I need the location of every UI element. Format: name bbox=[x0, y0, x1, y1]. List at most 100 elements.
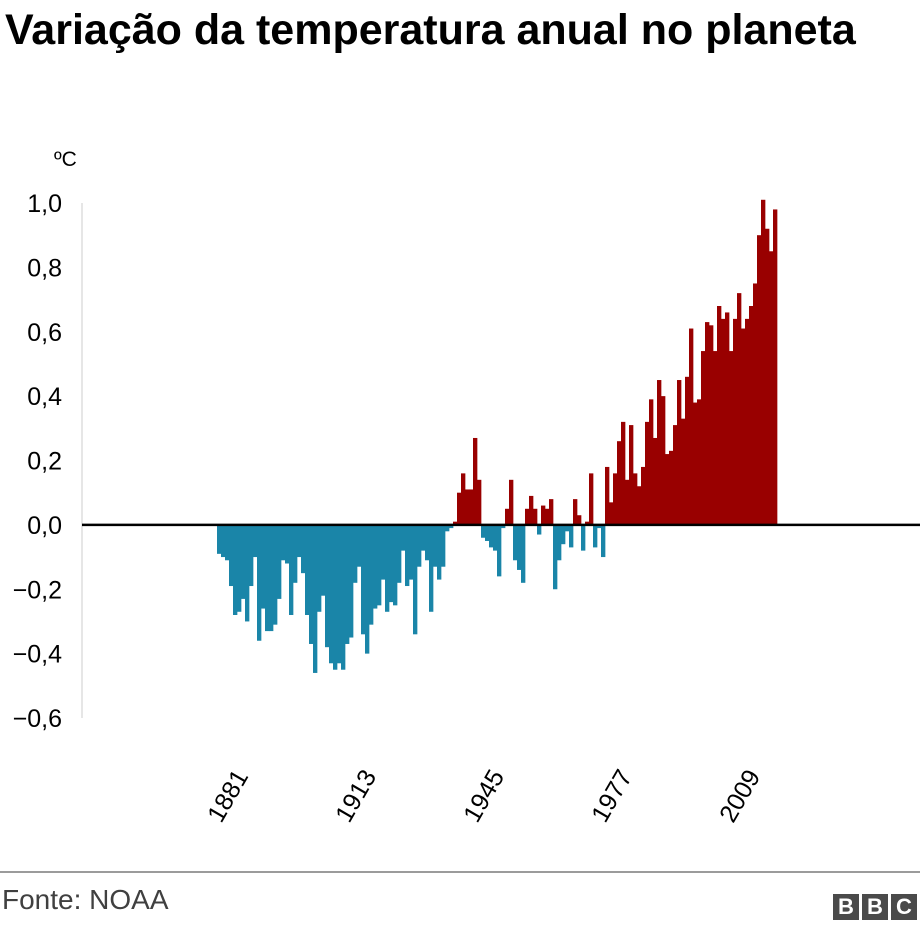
bar bbox=[501, 524, 506, 529]
bar bbox=[673, 425, 678, 525]
bar bbox=[477, 479, 482, 525]
bar bbox=[681, 418, 686, 525]
temperature-bar-chart: 1,0 0,8 0,6 0,4 0,2 0,0 −0,2 −0,4 −0,6 1881 1913 19… bbox=[13, 190, 920, 827]
bar bbox=[569, 524, 574, 548]
bar bbox=[709, 325, 714, 525]
bar bbox=[629, 425, 634, 525]
logo-letter-b1: B bbox=[833, 894, 859, 920]
bar bbox=[365, 524, 370, 654]
bar bbox=[773, 209, 778, 525]
y-tick-label: −0,4 bbox=[13, 641, 62, 669]
bar bbox=[349, 524, 354, 638]
bar bbox=[345, 524, 350, 644]
bar bbox=[509, 479, 514, 525]
bar bbox=[485, 524, 490, 541]
x-tick-label: 1881 bbox=[202, 765, 254, 827]
bar bbox=[513, 524, 518, 561]
bar bbox=[453, 521, 458, 525]
bar bbox=[465, 489, 470, 525]
bar bbox=[697, 399, 702, 525]
bar bbox=[449, 524, 454, 529]
bar bbox=[313, 524, 318, 673]
y-tick-label: −0,6 bbox=[13, 705, 62, 733]
bar bbox=[725, 312, 730, 525]
y-tick-label: −0,2 bbox=[13, 576, 62, 604]
bar bbox=[337, 524, 342, 664]
bar bbox=[401, 524, 406, 551]
bar bbox=[429, 524, 434, 612]
bar bbox=[593, 524, 598, 548]
bar bbox=[633, 473, 638, 525]
bar bbox=[753, 283, 758, 525]
bar bbox=[481, 524, 486, 538]
bar bbox=[277, 524, 282, 599]
bar bbox=[601, 524, 606, 558]
x-tick-label: 1913 bbox=[330, 765, 382, 827]
bar bbox=[473, 437, 478, 525]
bar bbox=[653, 437, 658, 525]
bar bbox=[437, 524, 442, 580]
bar bbox=[637, 486, 642, 525]
bar bbox=[761, 199, 766, 525]
bar bbox=[317, 524, 322, 612]
bar bbox=[705, 322, 710, 525]
bar bbox=[381, 524, 386, 580]
bar bbox=[489, 524, 494, 548]
bbc-logo: B B C bbox=[833, 894, 917, 920]
bar bbox=[689, 328, 694, 525]
bar bbox=[265, 524, 270, 632]
bar bbox=[537, 524, 542, 535]
y-tick-label: 1,0 bbox=[27, 190, 62, 218]
bar bbox=[301, 524, 306, 574]
bar bbox=[393, 524, 398, 606]
bar bbox=[645, 421, 650, 525]
bar bbox=[257, 524, 262, 641]
bar bbox=[249, 524, 254, 587]
bar bbox=[665, 454, 670, 525]
y-tick-label: 0,6 bbox=[27, 319, 62, 347]
bar bbox=[413, 524, 418, 635]
bar bbox=[377, 524, 382, 606]
y-tick-label: 0,0 bbox=[27, 512, 62, 540]
bar bbox=[241, 524, 246, 599]
bar bbox=[389, 524, 394, 603]
bar bbox=[769, 251, 774, 525]
bar bbox=[293, 524, 298, 583]
bar bbox=[369, 524, 374, 625]
bar bbox=[505, 508, 510, 525]
bar bbox=[701, 351, 706, 525]
bar bbox=[565, 524, 570, 532]
bar bbox=[497, 524, 502, 577]
bar bbox=[421, 524, 426, 551]
bar bbox=[741, 328, 746, 525]
footer-divider bbox=[0, 871, 920, 873]
bar bbox=[721, 318, 726, 525]
bar bbox=[397, 524, 402, 583]
bar bbox=[457, 492, 462, 525]
bar bbox=[261, 524, 266, 609]
x-tick-label: 2009 bbox=[714, 765, 766, 827]
bar bbox=[657, 380, 662, 525]
bar bbox=[417, 524, 422, 567]
bar bbox=[461, 473, 466, 525]
bar bbox=[585, 521, 590, 525]
bar bbox=[341, 524, 346, 670]
y-axis-unit-label: ºC bbox=[54, 148, 77, 171]
bar bbox=[409, 524, 414, 580]
bar bbox=[765, 228, 770, 525]
bar bbox=[605, 466, 610, 525]
bar bbox=[717, 306, 722, 525]
x-tick-label: 1977 bbox=[586, 765, 638, 827]
bar bbox=[329, 524, 334, 664]
bar bbox=[441, 524, 446, 567]
bar bbox=[581, 524, 586, 551]
bar bbox=[281, 524, 286, 561]
bar bbox=[469, 489, 474, 525]
bar bbox=[385, 524, 390, 612]
y-tick-label: 0,4 bbox=[27, 383, 62, 411]
bar bbox=[685, 376, 690, 525]
bar bbox=[713, 351, 718, 525]
bar bbox=[745, 318, 750, 525]
bar bbox=[305, 524, 310, 615]
bar bbox=[597, 524, 602, 529]
